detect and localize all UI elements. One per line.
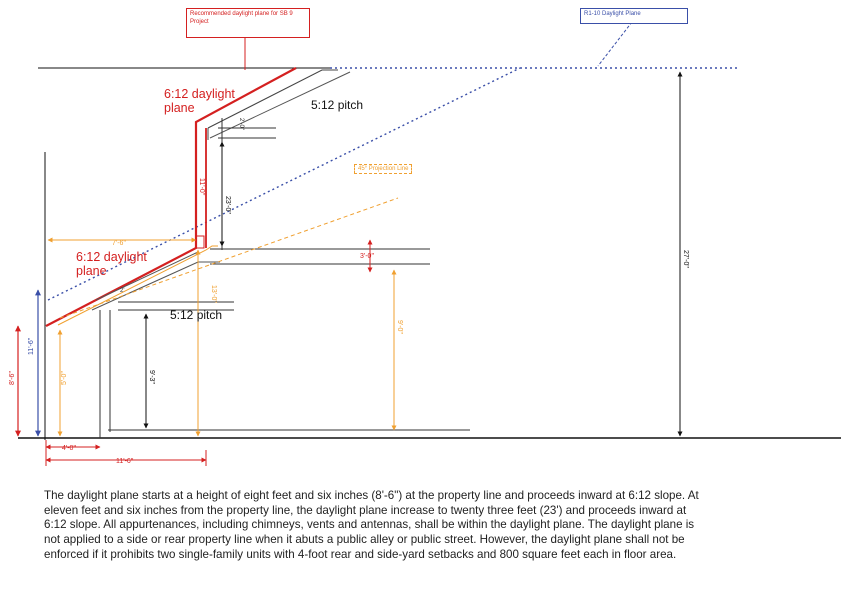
- recommended-daylight-plane-callout: Recommended daylight plane for SB 9 Proj…: [186, 8, 310, 38]
- r1-10-callout-leader: [597, 21, 633, 67]
- diagram-svg: 27'-0" 11'-6" 8'-6" 5'-0" 13'-0" 11'-0" …: [9, 21, 841, 466]
- dim-run-11-6-text: 11'-6": [116, 458, 134, 465]
- upper-roof-eave: [209, 71, 351, 139]
- upper-pitch-label: 5:12 pitch: [311, 98, 364, 112]
- dim-lower-eave-text: 2': [120, 288, 124, 294]
- dim-run-4-text: 4'-0": [62, 445, 76, 452]
- lower-daylight-plane-label: 6:12 daylight plane: [76, 250, 147, 278]
- dim-lower-height-text: 9'-3": [148, 370, 155, 384]
- dim-slab-text: 3'-0": [360, 253, 374, 260]
- lower-pitch-label: 5:12 pitch: [170, 308, 223, 322]
- dim-eave-text: 2'-0": [238, 118, 244, 130]
- dim-red-height-text: 8'-6": [9, 371, 16, 385]
- projection-line: [59, 197, 399, 319]
- knee-marker: [195, 235, 205, 249]
- dim-orange-tall-text: 13'-0": [210, 285, 217, 303]
- dim-run-upper-text: 7'-6": [112, 240, 126, 247]
- dim-upper-height-text: 23'-0": [224, 196, 231, 214]
- recommended-daylight-plane: [45, 67, 297, 327]
- dim-orange-height-text: 5'-0": [61, 371, 68, 385]
- r1-10-daylight-plane-callout: R1-10 Daylight Plane: [580, 8, 688, 24]
- description-caption: The daylight plane starts at a height of…: [44, 489, 699, 561]
- dim-upper-tall-text: 11'-0": [198, 178, 205, 196]
- dim-orange-9-text: 9'-0": [396, 320, 403, 334]
- projection-line-label: 45° Projection Line: [354, 164, 413, 174]
- upper-daylight-plane-label: 6:12 daylight plane: [164, 87, 235, 115]
- dim-blue-height-text: 11'-6": [28, 337, 35, 355]
- dim-total-height-text: 27'-0": [682, 250, 689, 268]
- daylight-plane-diagram: 27'-0" 11'-6" 8'-6" 5'-0" 13'-0" 11'-0" …: [9, 8, 841, 466]
- upper-roof: [207, 69, 338, 129]
- recommended-daylight-plane-offset: [57, 245, 218, 326]
- lower-roof-eave: [95, 251, 199, 301]
